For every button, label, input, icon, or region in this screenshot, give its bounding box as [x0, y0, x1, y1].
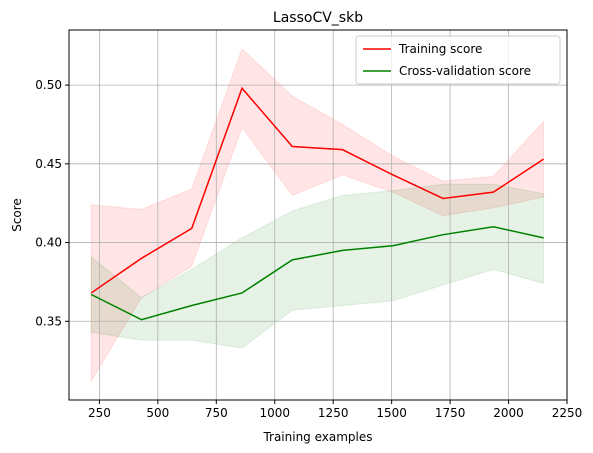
line-series-1	[90, 226, 544, 321]
x-tick-label-4: 1250	[318, 406, 349, 420]
legend-label-0: Training score	[398, 42, 482, 56]
y-axis-ticks: 0.35 0.40 0.45 0.50	[35, 78, 69, 328]
legend-box	[355, 35, 561, 85]
y-tick-label-3: 0.50	[35, 78, 62, 92]
x-tick-label-0: 250	[88, 406, 111, 420]
x-tick-label-8: 2250	[552, 406, 583, 420]
x-tick-label-3: 1000	[259, 406, 290, 420]
x-tick-label-5: 1500	[376, 406, 407, 420]
legend: Training score Cross-validation score	[355, 35, 561, 85]
series-lines	[90, 86, 545, 321]
x-tick-label-2: 750	[205, 406, 228, 420]
plot-frame	[68, 29, 568, 401]
x-axis-label: Training examples	[262, 430, 372, 444]
y-tick-label-0: 0.35	[35, 314, 62, 328]
band-series-1	[90, 183, 545, 349]
y-tick-label-1: 0.40	[35, 236, 62, 250]
x-axis-ticks: 250 500 750 1000 1250 1500 1750 2000 2250	[88, 400, 582, 420]
chart-title: LassoCV_skb	[273, 10, 363, 26]
x-tick-label-6: 1750	[435, 406, 466, 420]
confidence-bands	[90, 48, 545, 383]
line-series-0	[90, 86, 545, 294]
band-series-0	[90, 48, 545, 383]
y-axis-label: Score	[10, 198, 24, 232]
y-tick-label-2: 0.45	[35, 157, 62, 171]
legend-label-1: Cross-validation score	[399, 64, 531, 78]
x-tick-label-7: 2000	[493, 406, 524, 420]
x-tick-label-1: 500	[146, 406, 169, 420]
